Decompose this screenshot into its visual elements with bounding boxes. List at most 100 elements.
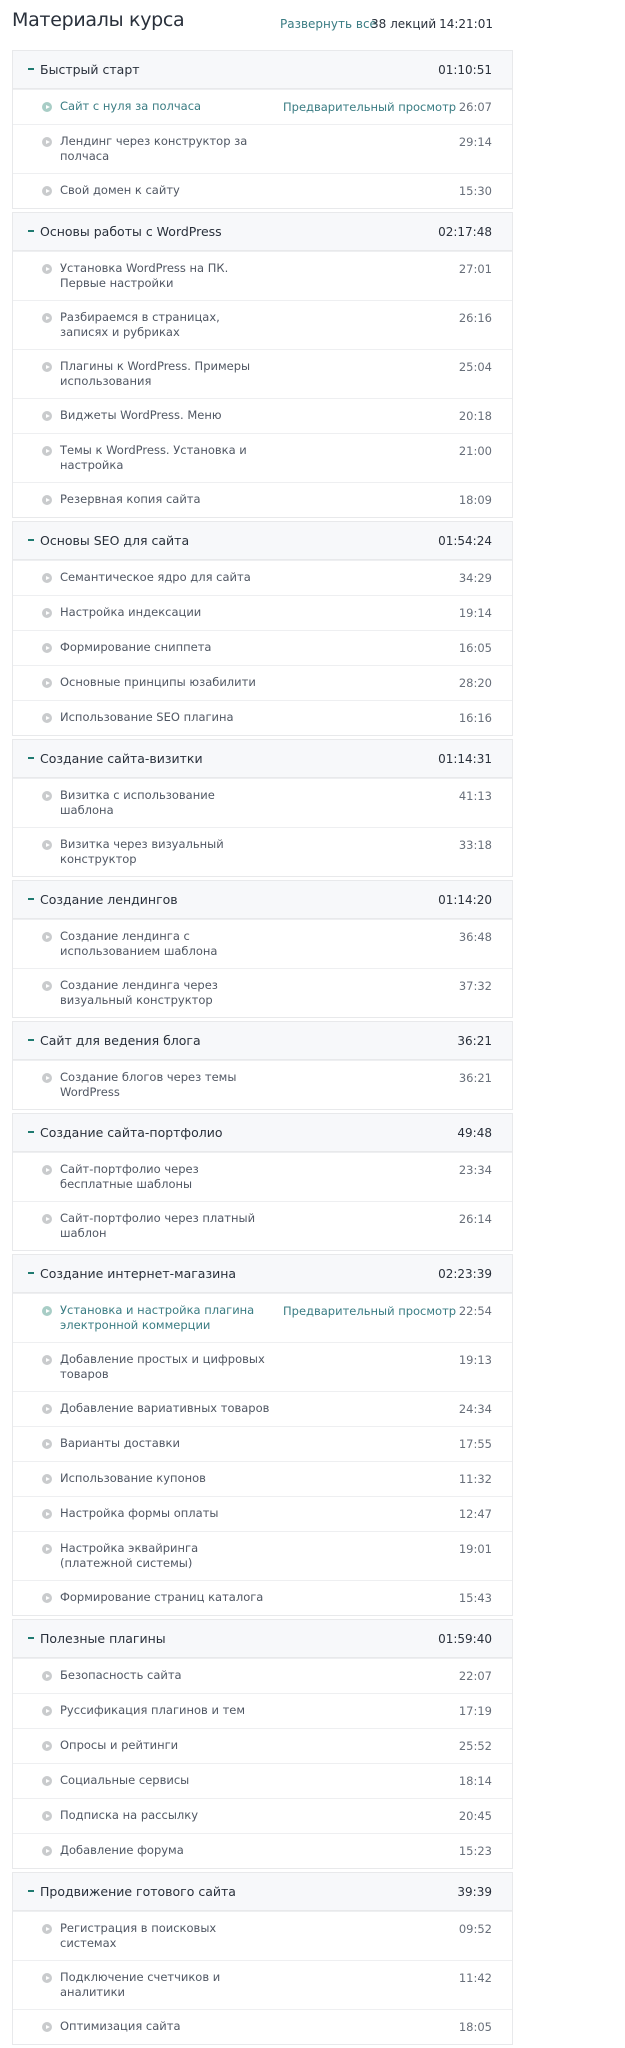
lesson-row[interactable]: Сайт-портфолио через платный шаблон 26:1… (13, 1201, 512, 1250)
play-circle-icon (42, 791, 52, 801)
play-circle-icon (42, 313, 52, 323)
play-circle-icon (42, 1165, 52, 1175)
lesson-title: Добавление вариативных товаров (60, 1401, 270, 1415)
section-header[interactable]: Продвижение готового сайта 39:39 (13, 1873, 512, 1911)
lesson-row[interactable]: Варианты доставки 17:55 (13, 1426, 512, 1461)
play-circle-icon (42, 932, 52, 942)
play-circle-icon (42, 411, 52, 421)
lesson-row[interactable]: Лендинг через конструктор за полчаса 29:… (13, 124, 512, 173)
lesson-row[interactable]: Создание лендинга с использованием шабло… (13, 919, 512, 968)
play-circle-icon (42, 1924, 52, 1934)
section-header[interactable]: Создание сайта-визитки 01:14:31 (13, 740, 512, 778)
play-circle-icon (42, 264, 52, 274)
lesson-title: Безопасность сайта (60, 1668, 182, 1682)
lesson-title: Основные принципы юзабилити (60, 675, 256, 689)
lesson-row[interactable]: Добавление форума 15:23 (13, 1833, 512, 1868)
lesson-title: Добавление форума (60, 1843, 184, 1857)
lesson-row[interactable]: Установка и настройка плагина электронно… (13, 1293, 512, 1342)
lesson-duration: 26:14 (458, 1212, 492, 1226)
lesson-title: Добавление простых и цифровых товаров (60, 1352, 265, 1381)
section-header[interactable]: Основы SEO для сайта 01:54:24 (13, 522, 512, 560)
curriculum-section: Быстрый старт 01:10:51 Сайт с нуля за по… (12, 50, 513, 209)
lesson-title: Визитка через визуальный конструктор (60, 837, 224, 866)
lesson-row[interactable]: Регистрация в поисковых системах 09:52 (13, 1911, 512, 1960)
lesson-title[interactable]: Установка и настройка плагина электронно… (60, 1303, 255, 1332)
collapse-minus-icon (28, 1131, 34, 1133)
lectures-count: 38 лекций (371, 17, 437, 31)
lesson-row[interactable]: Опросы и рейтинги 25:52 (13, 1728, 512, 1763)
section-header[interactable]: Основы работы с WordPress 02:17:48 (13, 213, 512, 251)
section-header[interactable]: Быстрый старт 01:10:51 (13, 51, 512, 89)
lesson-row[interactable]: Добавление простых и цифровых товаров 19… (13, 1342, 512, 1391)
lesson-duration: 25:04 (458, 360, 492, 374)
preview-link[interactable]: Предварительный просмотр (283, 100, 457, 114)
section-header[interactable]: Создание интернет-магазина 02:23:39 (13, 1255, 512, 1293)
lesson-duration: 09:52 (458, 1922, 492, 1936)
lesson-title: Настройка формы оплаты (60, 1506, 219, 1520)
section-title: Продвижение готового сайта (40, 1884, 236, 1899)
lesson-duration: 21:00 (458, 444, 492, 458)
play-circle-icon (42, 1214, 52, 1224)
lesson-row[interactable]: Подписка на рассылку 20:45 (13, 1798, 512, 1833)
lesson-row[interactable]: Разбираемся в страницах, записях и рубри… (13, 300, 512, 349)
section-title: Создание интернет-магазина (40, 1266, 237, 1281)
curriculum-section: Полезные плагины 01:59:40 Безопасность с… (12, 1619, 513, 1869)
play-circle-icon (42, 1593, 52, 1603)
lesson-title: Свой домен к сайту (60, 183, 180, 197)
lesson-row[interactable]: Формирование сниппета 16:05 (13, 630, 512, 665)
lesson-row[interactable]: Плагины к WordPress. Примеры использован… (13, 349, 512, 398)
lesson-duration: 16:16 (458, 711, 492, 725)
lesson-title: Подписка на рассылку (60, 1808, 198, 1822)
lesson-row[interactable]: Оптимизация сайта 18:05 (13, 2009, 512, 2044)
play-circle-icon (42, 1706, 52, 1716)
lesson-row[interactable]: Свой домен к сайту 15:30 (13, 173, 512, 208)
lesson-row[interactable]: Установка WordPress на ПК. Первые настро… (13, 251, 512, 300)
lesson-row[interactable]: Виджеты WordPress. Меню 20:18 (13, 398, 512, 433)
lesson-row[interactable]: Создание блогов через темы WordPress 36:… (13, 1060, 512, 1109)
lesson-row[interactable]: Создание лендинга через визуальный конст… (13, 968, 512, 1017)
lesson-duration: 33:18 (458, 838, 492, 852)
section-duration: 02:23:39 (438, 1266, 492, 1281)
lesson-row[interactable]: Безопасность сайта 22:07 (13, 1658, 512, 1693)
lesson-row[interactable]: Сайт с нуля за полчаса Предварительный п… (13, 89, 512, 124)
section-header[interactable]: Сайт для ведения блога 36:21 (13, 1022, 512, 1060)
lesson-row[interactable]: Руссификация плагинов и тем 17:19 (13, 1693, 512, 1728)
lesson-title[interactable]: Сайт с нуля за полчаса (60, 99, 202, 113)
lesson-row[interactable]: Темы к WordPress. Установка и настройка … (13, 433, 512, 482)
lesson-row[interactable]: Подключение счетчиков и аналитики 11:42 (13, 1960, 512, 2009)
expand-all-link[interactable]: Развернуть все (280, 17, 377, 31)
section-title: Создание сайта-портфолио (40, 1125, 223, 1140)
play-circle-icon (42, 643, 52, 653)
lesson-title: Руссификация плагинов и тем (60, 1703, 246, 1717)
lesson-title: Визитка с использование шаблона (60, 788, 215, 817)
section-header[interactable]: Полезные плагины 01:59:40 (13, 1620, 512, 1658)
lesson-duration: 28:20 (458, 676, 492, 690)
section-header[interactable]: Создание сайта-портфолио 49:48 (13, 1114, 512, 1152)
lesson-row[interactable]: Добавление вариативных товаров 24:34 (13, 1391, 512, 1426)
play-circle-icon (42, 186, 52, 196)
lesson-row[interactable]: Использование купонов 11:32 (13, 1461, 512, 1496)
lesson-row[interactable]: Резервная копия сайта 18:09 (13, 482, 512, 517)
lesson-row[interactable]: Визитка через визуальный конструктор 33:… (13, 827, 512, 876)
preview-link[interactable]: Предварительный просмотр (283, 1304, 457, 1318)
lesson-row[interactable]: Основные принципы юзабилити 28:20 (13, 665, 512, 700)
lesson-title: Создание лендинга через визуальный конст… (60, 978, 218, 1007)
lesson-row[interactable]: Социальные сервисы 18:14 (13, 1763, 512, 1798)
lesson-row[interactable]: Настройка формы оплаты 12:47 (13, 1496, 512, 1531)
lesson-title: Семантическое ядро для сайта (60, 570, 251, 584)
curriculum-section: Создание сайта-визитки 01:14:31 Визитка … (12, 739, 513, 877)
lesson-row[interactable]: Семантическое ядро для сайта 34:29 (13, 560, 512, 595)
lesson-row[interactable]: Визитка с использование шаблона 41:13 (13, 778, 512, 827)
lesson-row[interactable]: Настройка эквайринга (платежной системы)… (13, 1531, 512, 1580)
collapse-minus-icon (28, 1272, 34, 1274)
curriculum-section: Основы SEO для сайта 01:54:24 Семантичес… (12, 521, 513, 736)
lesson-duration: 16:05 (458, 641, 492, 655)
section-title: Сайт для ведения блога (40, 1033, 201, 1048)
section-header[interactable]: Создание лендингов 01:14:20 (13, 881, 512, 919)
lesson-duration: 15:23 (458, 1844, 492, 1858)
lesson-row[interactable]: Настройка индексации 19:14 (13, 595, 512, 630)
lesson-duration: 36:21 (458, 1071, 492, 1085)
lesson-row[interactable]: Сайт-портфолио через бесплатные шаблоны … (13, 1152, 512, 1201)
lesson-row[interactable]: Формирование страниц каталога 15:43 (13, 1580, 512, 1615)
lesson-row[interactable]: Использование SEO плагина 16:16 (13, 700, 512, 735)
